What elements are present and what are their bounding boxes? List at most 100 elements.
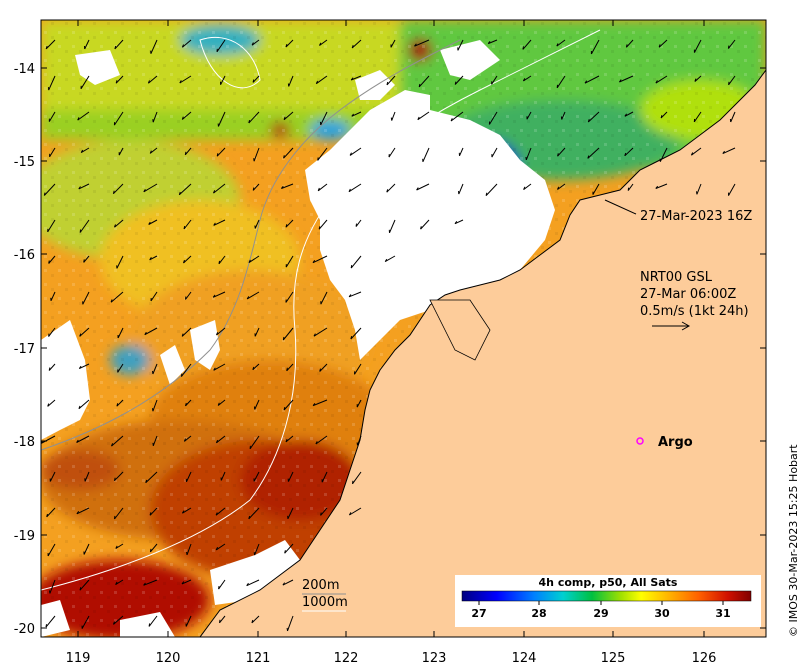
y-tick-label: -20 [14,622,35,637]
current-arrow [317,183,328,192]
current-arrow [184,147,192,156]
current-arrow-head [143,582,146,586]
current-arrow-head [281,185,284,189]
current-arrow [114,471,124,482]
current-arrow-head [216,153,219,157]
current-arrow [491,147,498,158]
current-arrow [213,183,226,194]
current-arrow-head [45,624,47,628]
current-arrow-head [283,116,286,120]
current-arrow [312,255,328,264]
current-arrow-head [115,545,118,549]
current-arrow-head [183,259,185,264]
current-arrow [48,75,56,91]
current-arrow-head [83,259,85,263]
current-arrow-head [485,192,488,196]
current-arrow [355,219,362,227]
current-arrow-head [660,114,663,119]
current-arrows [41,39,736,632]
current-arrow [450,111,464,122]
current-arrow-head [315,441,318,445]
current-arrow [246,579,260,587]
current-arrow-head [522,78,526,82]
current-arrow [351,111,362,117]
current-arrow [728,39,736,49]
current-arrow [78,183,90,190]
current-arrow [216,435,226,444]
current-arrow [722,147,736,155]
plot-area [41,20,766,637]
current-arrow [83,255,90,263]
current-arrow [422,147,430,163]
current-arrow [48,111,56,122]
current-arrow-head [625,44,628,48]
current-arrow [556,39,566,47]
current-arrow [253,471,260,482]
current-arrow [356,399,362,408]
current-arrow-head [78,405,81,409]
current-arrow [216,147,226,157]
current-arrow [557,183,566,190]
current-arrow [728,183,736,196]
pass-time-pointer [604,199,637,215]
current-arrow-head [694,78,697,82]
current-arrow [218,255,226,265]
current-arrow-head [183,438,186,442]
y-tick-labels: -14 -15 -16 -17 -18 -19 -20 [14,62,35,637]
axis-ticks [41,20,766,637]
current-arrow-head [556,43,559,47]
current-arrow [351,39,362,49]
current-arrow-head [251,42,254,46]
current-arrow-head [114,224,116,228]
current-arrow-head [416,187,419,191]
current-arrow [420,219,430,230]
current-arrow-head [286,367,288,371]
current-arrow-head [487,40,491,44]
current-arrow [730,111,736,123]
current-arrow-head [181,333,184,337]
current-arrow [184,435,192,442]
current-arrow [523,75,532,82]
current-arrow [183,255,192,264]
argo-float-marker[interactable] [636,437,644,445]
current-arrow-head [727,45,730,49]
current-arrow [626,39,634,48]
current-arrow-head [148,623,151,627]
current-arrow-head [248,259,251,263]
pass-time-label: 27-Mar-2023 16Z [640,209,752,224]
current-arrow [252,183,260,191]
current-arrow-head [251,619,254,624]
colorbar-tick-label: 29 [593,607,608,620]
current-arrow [557,147,566,157]
current-arrow-head [317,157,319,161]
current-arrow [79,219,90,233]
current-arrow [418,75,430,88]
current-arrow [284,543,294,554]
contour-legend-200m: 200m [302,578,339,593]
current-arrow-head [213,222,216,226]
current-arrow-head [655,185,659,189]
current-arrow [252,75,260,83]
current-arrow [416,183,430,191]
current-arrow-head [384,258,388,262]
current-arrow [50,291,56,302]
current-arrow [216,39,226,53]
current-arrow [182,39,192,48]
current-arrow-head [349,152,352,156]
current-arrow-head [584,80,588,84]
current-arrow [386,75,396,86]
current-arrow-head [149,548,152,552]
current-arrow [218,579,226,590]
current-time-label: 27-Mar 06:00Z [640,287,736,302]
current-arrow [556,75,566,89]
current-arrow [254,327,260,337]
current-arrow-head [48,260,50,264]
current-arrow [143,183,158,193]
current-arrow [114,219,124,228]
current-arrow-head [43,192,46,196]
current-arrow [349,507,362,516]
current-arrow [285,255,294,268]
current-arrow [117,327,124,339]
current-arrow-head [252,366,255,370]
current-arrow-head [45,45,48,50]
